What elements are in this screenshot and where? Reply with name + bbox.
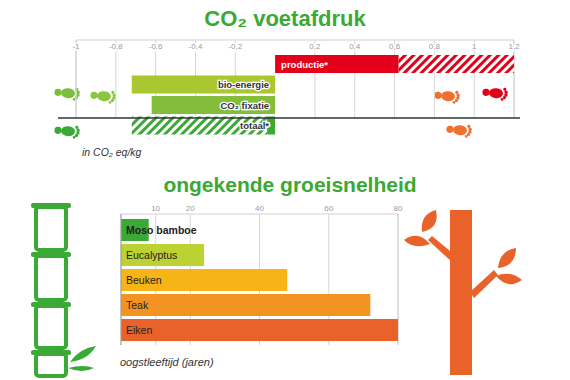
frame-right bbox=[514, 40, 515, 118]
tree-trunk bbox=[450, 210, 472, 375]
tick-label: 0,6 bbox=[389, 42, 401, 51]
bars bbox=[121, 219, 398, 341]
footprint bbox=[90, 89, 116, 104]
tick-label: 1,2 bbox=[508, 42, 520, 51]
top-frame bbox=[76, 40, 514, 41]
foot-sole bbox=[489, 88, 504, 99]
tick-label: 1 bbox=[472, 42, 477, 51]
footprint bbox=[434, 89, 460, 104]
footprint bbox=[482, 86, 508, 101]
bamboo-segment bbox=[36, 354, 66, 376]
chart-title: ongekende groeisnelheid bbox=[163, 173, 416, 196]
bar bbox=[121, 294, 370, 316]
hatched-bar bbox=[399, 55, 514, 73]
category-label: totaal* bbox=[240, 120, 269, 131]
tick-label: 0,2 bbox=[309, 42, 321, 51]
bamboo-segment bbox=[36, 207, 66, 250]
bamboo-node bbox=[31, 203, 71, 208]
tick-label: -1 bbox=[72, 42, 80, 51]
category-label: Eiken bbox=[126, 324, 152, 336]
foot-sole bbox=[453, 125, 468, 136]
foot-heel bbox=[434, 91, 442, 99]
foot-sole bbox=[61, 126, 76, 137]
foot-heel bbox=[482, 88, 490, 96]
foot-sole bbox=[441, 91, 456, 102]
foot-heel bbox=[90, 91, 98, 99]
foot-toe bbox=[73, 136, 76, 139]
foot-toe bbox=[73, 98, 76, 101]
foot-sole bbox=[97, 91, 112, 102]
footprint bbox=[446, 123, 472, 138]
bar bbox=[152, 96, 275, 114]
axis-line bbox=[58, 117, 520, 119]
tick-label: 10 bbox=[151, 204, 160, 213]
tree-leaf bbox=[496, 274, 522, 284]
bamboo-leaf bbox=[70, 346, 96, 362]
foot-heel bbox=[446, 125, 454, 133]
bar bbox=[121, 244, 204, 266]
footprint bbox=[54, 124, 80, 139]
tick-label: -0,6 bbox=[149, 42, 163, 51]
category-label: Beuken bbox=[126, 274, 162, 286]
axis-label: in CO₂ eq/kg bbox=[82, 146, 142, 158]
grid-line bbox=[394, 40, 395, 118]
tick-label: -0,8 bbox=[109, 42, 123, 51]
tick-label: 0,8 bbox=[429, 42, 441, 51]
grid-line bbox=[354, 40, 355, 118]
foot-heel bbox=[54, 88, 62, 96]
bamboo-node bbox=[31, 302, 71, 307]
bar bbox=[121, 269, 287, 291]
tree-leaf bbox=[422, 210, 437, 232]
axis-label: oogstleeftijd (jaren) bbox=[120, 356, 214, 368]
category-label: CO₂ fixatie bbox=[221, 100, 270, 111]
tree-branch bbox=[428, 236, 456, 262]
bamboo bbox=[31, 203, 96, 376]
tick-label: 0,4 bbox=[349, 42, 361, 51]
tick-label: -0,2 bbox=[228, 42, 242, 51]
tick-label: 20 bbox=[186, 204, 195, 213]
tick-label: -0,4 bbox=[189, 42, 203, 51]
bamboo-node bbox=[31, 350, 71, 355]
foot-toe bbox=[109, 101, 112, 104]
grid-line bbox=[434, 40, 435, 118]
tick-label: 80 bbox=[394, 204, 403, 213]
category-label: productie* bbox=[281, 59, 328, 70]
frame-left bbox=[76, 40, 77, 118]
grid-line bbox=[76, 40, 77, 118]
foot-toe bbox=[501, 98, 504, 101]
bamboo-leaf bbox=[68, 366, 94, 371]
tree bbox=[404, 210, 522, 375]
bar bbox=[275, 55, 398, 73]
category-label: Moso bamboe bbox=[126, 224, 197, 236]
foot-toe bbox=[465, 135, 468, 138]
bamboo-segment bbox=[36, 256, 66, 300]
foot-heel bbox=[54, 126, 62, 134]
category-label: bio-energie bbox=[218, 79, 269, 90]
foot-sole bbox=[61, 88, 76, 99]
bar bbox=[121, 319, 398, 341]
bamboo-node bbox=[31, 252, 71, 257]
grid-line bbox=[514, 40, 515, 118]
category-label: Eucalyptus bbox=[126, 249, 177, 261]
grid-line bbox=[314, 40, 315, 118]
grid-line bbox=[115, 40, 116, 118]
chart-title: CO₂ voetafdruk bbox=[204, 6, 366, 31]
tree-leaf bbox=[404, 236, 430, 246]
axis-line bbox=[120, 214, 121, 345]
foot-toe bbox=[453, 101, 456, 104]
tick-label: 60 bbox=[324, 204, 333, 213]
tree-leaf bbox=[498, 248, 516, 268]
category-label: Teak bbox=[126, 299, 149, 311]
page: CO₂ voetafdruk productie* bio-energie CO₂ f… bbox=[0, 0, 570, 380]
grid-line bbox=[474, 40, 475, 118]
tree-branch bbox=[470, 270, 498, 298]
bamboo-segment bbox=[36, 306, 66, 348]
bars bbox=[132, 55, 514, 135]
tick-label: 40 bbox=[255, 204, 264, 213]
bar bbox=[132, 76, 275, 94]
